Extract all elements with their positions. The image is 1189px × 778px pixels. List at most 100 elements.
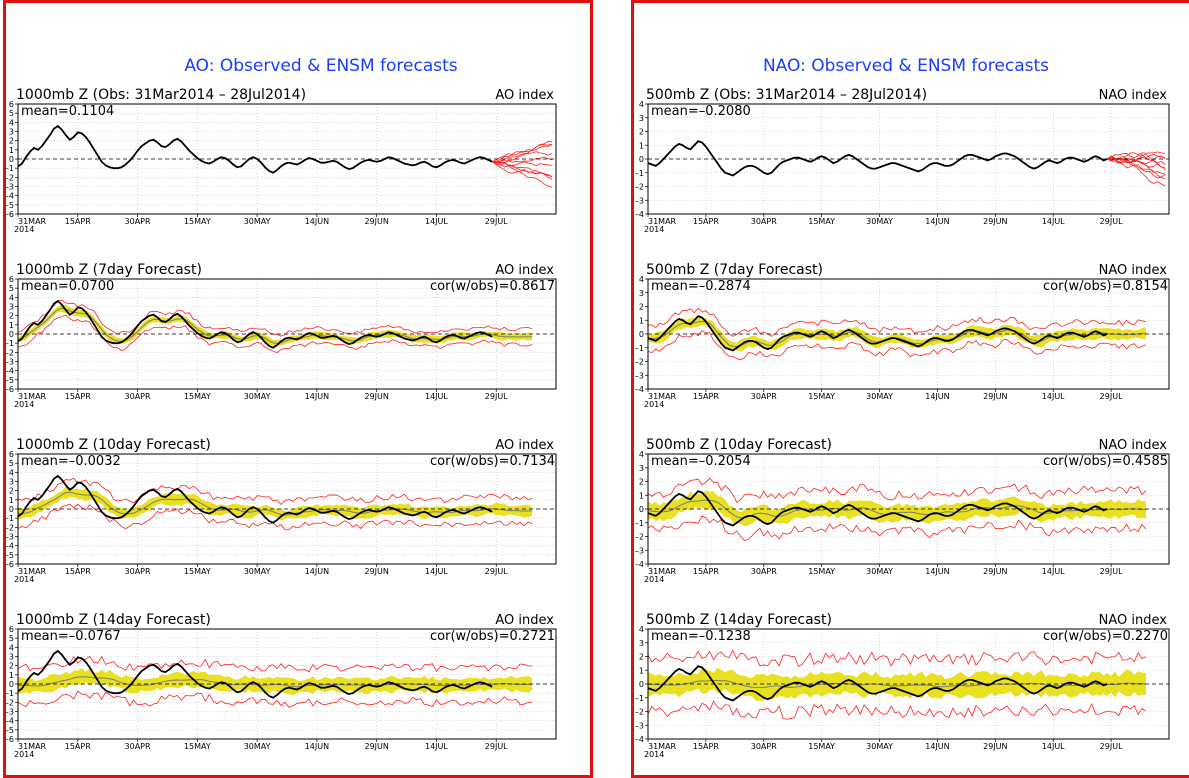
x-tick-label: 29JUN (364, 217, 388, 226)
nao-chart: NAO: Observed & ENSM forecasts 500mb Z (O… (635, 56, 1170, 759)
ensemble-member-line (492, 161, 553, 188)
subplot-label: 1000mb Z (10day Forecast) (16, 437, 211, 453)
x-tick-label: 15MAY (184, 742, 211, 751)
mean-label: mean=–0.2054 (651, 454, 751, 469)
x-tick-label: 30MAY (244, 217, 271, 226)
x-tick-label: 14JUN (925, 217, 949, 226)
x-tick-label: 30MAY (866, 742, 893, 751)
subplot-fc10: 500mb Z (10day Forecast) NAO index mean=–0… (635, 437, 1170, 584)
observed-line (647, 665, 1108, 702)
x-tick-label: 30APR (125, 217, 151, 226)
subplot-label: 500mb Z (14day Forecast) (646, 612, 832, 628)
y-tick-label: 4 (9, 118, 14, 127)
x-tick-label: 14JUL (425, 217, 448, 226)
y-tick-label: –5 (5, 726, 14, 735)
mean-label: mean=–0.1238 (651, 629, 751, 644)
ao-chart: AO: Observed & ENSM forecasts 1000mb Z (O… (5, 56, 557, 759)
observed-line (647, 315, 1108, 352)
y-tick-label: –2 (635, 533, 644, 542)
x-tick-label: 15MAY (184, 217, 211, 226)
y-tick-label: –4 (635, 385, 644, 394)
x-tick-label: 30APR (125, 567, 151, 576)
y-tick-label: 4 (639, 275, 644, 284)
x-tick-label: 15MAY (184, 567, 211, 576)
y-tick-label: –4 (5, 367, 14, 376)
y-tick-label: 4 (9, 468, 14, 477)
x-tick-label: 31MAR (648, 742, 677, 751)
y-tick-label: 1 (9, 671, 14, 680)
x-tick-label: 14JUN (305, 742, 329, 751)
y-tick-label: 0 (639, 330, 644, 339)
subplot-fc10: 1000mb Z (10day Forecast) AO index mean=–0… (5, 437, 557, 584)
ensemble-upper-line (647, 307, 1146, 337)
index-label: NAO index (1099, 88, 1168, 103)
subplot-fc7: 500mb Z (7day Forecast) NAO index mean=–0.… (635, 262, 1170, 409)
y-tick-label: 6 (9, 450, 14, 459)
x-tick-label: 31MAR (18, 392, 47, 401)
x-tick-label: 29JUL (485, 392, 508, 401)
x-tick-label: 14JUN (925, 392, 949, 401)
y-tick-label: –4 (5, 192, 14, 201)
correlation-label: cor(w/obs)=0.7134 (430, 454, 555, 469)
correlation-label: cor(w/obs)=0.8617 (430, 279, 555, 294)
x-tick-label: 29JUN (364, 742, 388, 751)
y-tick-label: 5 (9, 634, 14, 643)
x-tick-label: 30MAY (866, 567, 893, 576)
y-tick-label: 2 (9, 137, 14, 146)
y-tick-label: –4 (5, 542, 14, 551)
ensemble-upper-line (17, 299, 533, 337)
index-label: NAO index (1099, 438, 1168, 453)
x-tick-label: 14JUL (425, 567, 448, 576)
x-year-label: 2014 (14, 575, 34, 584)
y-tick-label: –5 (5, 551, 14, 560)
mean-label: mean=–0.0032 (21, 454, 121, 469)
y-tick-label: 5 (9, 459, 14, 468)
subplot-fc7: 1000mb Z (7day Forecast) AO index mean=0.0… (5, 262, 557, 409)
y-tick-label: 2 (9, 662, 14, 671)
mean-label: mean=–0.0767 (21, 629, 121, 644)
mean-label: mean=–0.2080 (651, 104, 751, 119)
subplot-label: 1000mb Z (7day Forecast) (16, 262, 202, 278)
x-tick-label: 15APR (693, 567, 719, 576)
x-tick-label: 15APR (65, 567, 91, 576)
y-tick-label: 1 (639, 491, 644, 500)
x-tick-label: 14JUL (425, 742, 448, 751)
index-label: NAO index (1099, 263, 1168, 278)
x-tick-label: 31MAR (18, 567, 47, 576)
subplot-label: 500mb Z (7day Forecast) (646, 262, 823, 278)
correlation-label: cor(w/obs)=0.8154 (1043, 279, 1168, 294)
x-tick-label: 29JUN (983, 392, 1007, 401)
y-tick-label: –1 (635, 519, 644, 528)
y-tick-label: –4 (635, 210, 644, 219)
x-tick-label: 15APR (65, 392, 91, 401)
index-label: AO index (495, 613, 554, 628)
observed-line (17, 649, 493, 699)
y-tick-label: 5 (9, 109, 14, 118)
y-tick-label: 2 (639, 478, 644, 487)
subplot-label: 500mb Z (Obs: 31Mar2014 – 28Jul2014) (646, 87, 927, 103)
y-tick-label: –2 (5, 523, 14, 532)
subplot-label: 500mb Z (10day Forecast) (646, 437, 832, 453)
y-tick-label: 3 (639, 464, 644, 473)
y-tick-label: 3 (639, 114, 644, 123)
y-tick-label: 0 (639, 155, 644, 164)
y-tick-label: –2 (635, 183, 644, 192)
x-tick-label: 14JUN (925, 567, 949, 576)
x-tick-label: 14JUL (1042, 217, 1065, 226)
correlation-label: cor(w/obs)=0.2721 (430, 629, 555, 644)
y-tick-label: –5 (5, 376, 14, 385)
ensemble-member-line (1107, 158, 1166, 179)
y-tick-label: 4 (9, 293, 14, 302)
nao-panel: NAO: Observed & ENSM forecasts 500mb Z (O… (631, 0, 1189, 778)
ensemble-member-line (1107, 156, 1166, 175)
x-tick-label: 15APR (693, 217, 719, 226)
observed-line (17, 474, 493, 524)
y-tick-label: –2 (5, 348, 14, 357)
x-tick-label: 14JUN (305, 217, 329, 226)
x-tick-label: 30MAY (866, 217, 893, 226)
y-tick-label: –4 (5, 717, 14, 726)
spread-band (18, 486, 533, 521)
y-tick-label: 1 (639, 141, 644, 150)
x-tick-label: 15APR (693, 742, 719, 751)
ensemble-member-line (1107, 153, 1166, 170)
